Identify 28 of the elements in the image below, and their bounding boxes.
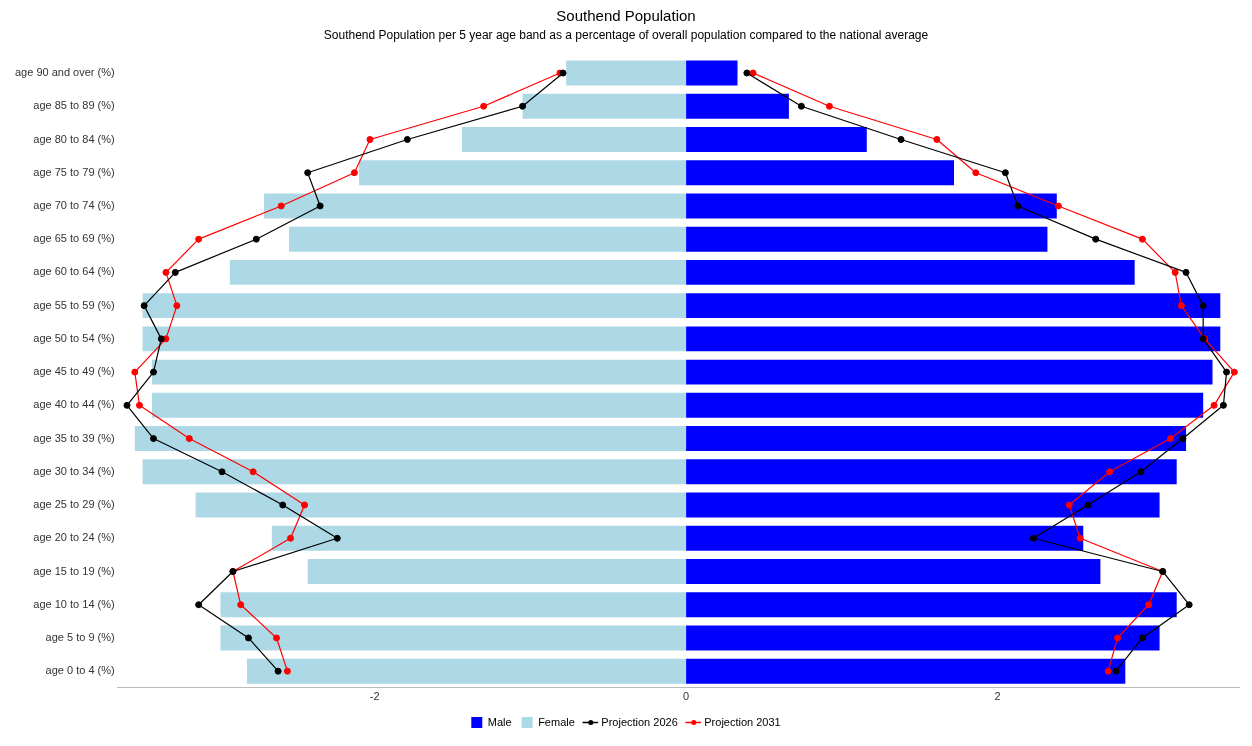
y-tick-label: age 65 to 69 (%): [33, 232, 115, 245]
y-tick-label: age 50 to 54 (%): [33, 331, 115, 344]
y-tick-label: age 85 to 89 (%): [33, 99, 115, 112]
x-tick-label: -2: [369, 690, 380, 703]
y-tick-label: age 5 to 9 (%): [45, 630, 115, 643]
y-tick-label: age 25 to 29 (%): [33, 498, 115, 511]
x-tick-label: 2: [994, 690, 1001, 703]
x-tick-label: 0: [683, 690, 690, 703]
y-tick-label: age 15 to 19 (%): [33, 564, 115, 577]
legend-label: Male: [487, 715, 512, 728]
y-tick-label: age 70 to 74 (%): [33, 198, 115, 211]
y-tick-label: age 30 to 34 (%): [33, 464, 115, 477]
y-tick-label: age 0 to 4 (%): [45, 664, 115, 677]
chart-title: Southend Population: [556, 7, 696, 25]
y-tick-label: age 20 to 24 (%): [33, 531, 115, 544]
legend-label: Projection 2026: [601, 715, 678, 728]
y-tick-label: age 75 to 79 (%): [33, 165, 115, 178]
y-tick-label: age 10 to 14 (%): [33, 597, 115, 610]
chart-subtitle: Southend Population per 5 year age band as a percentage of overall population compared to the national average: [323, 27, 929, 42]
legend-label: Projection 2031: [704, 715, 781, 728]
y-tick-label: age 55 to 59 (%): [33, 298, 115, 311]
y-tick-label: age 40 to 44 (%): [33, 398, 115, 411]
legend-label: Female: [538, 715, 575, 728]
y-tick-label: age 80 to 84 (%): [33, 132, 115, 145]
y-tick-label: age 45 to 49 (%): [33, 365, 115, 378]
y-tick-label: age 60 to 64 (%): [33, 265, 115, 278]
y-tick-label: age 90 and over (%): [15, 66, 115, 79]
y-tick-label: age 35 to 39 (%): [33, 431, 115, 444]
